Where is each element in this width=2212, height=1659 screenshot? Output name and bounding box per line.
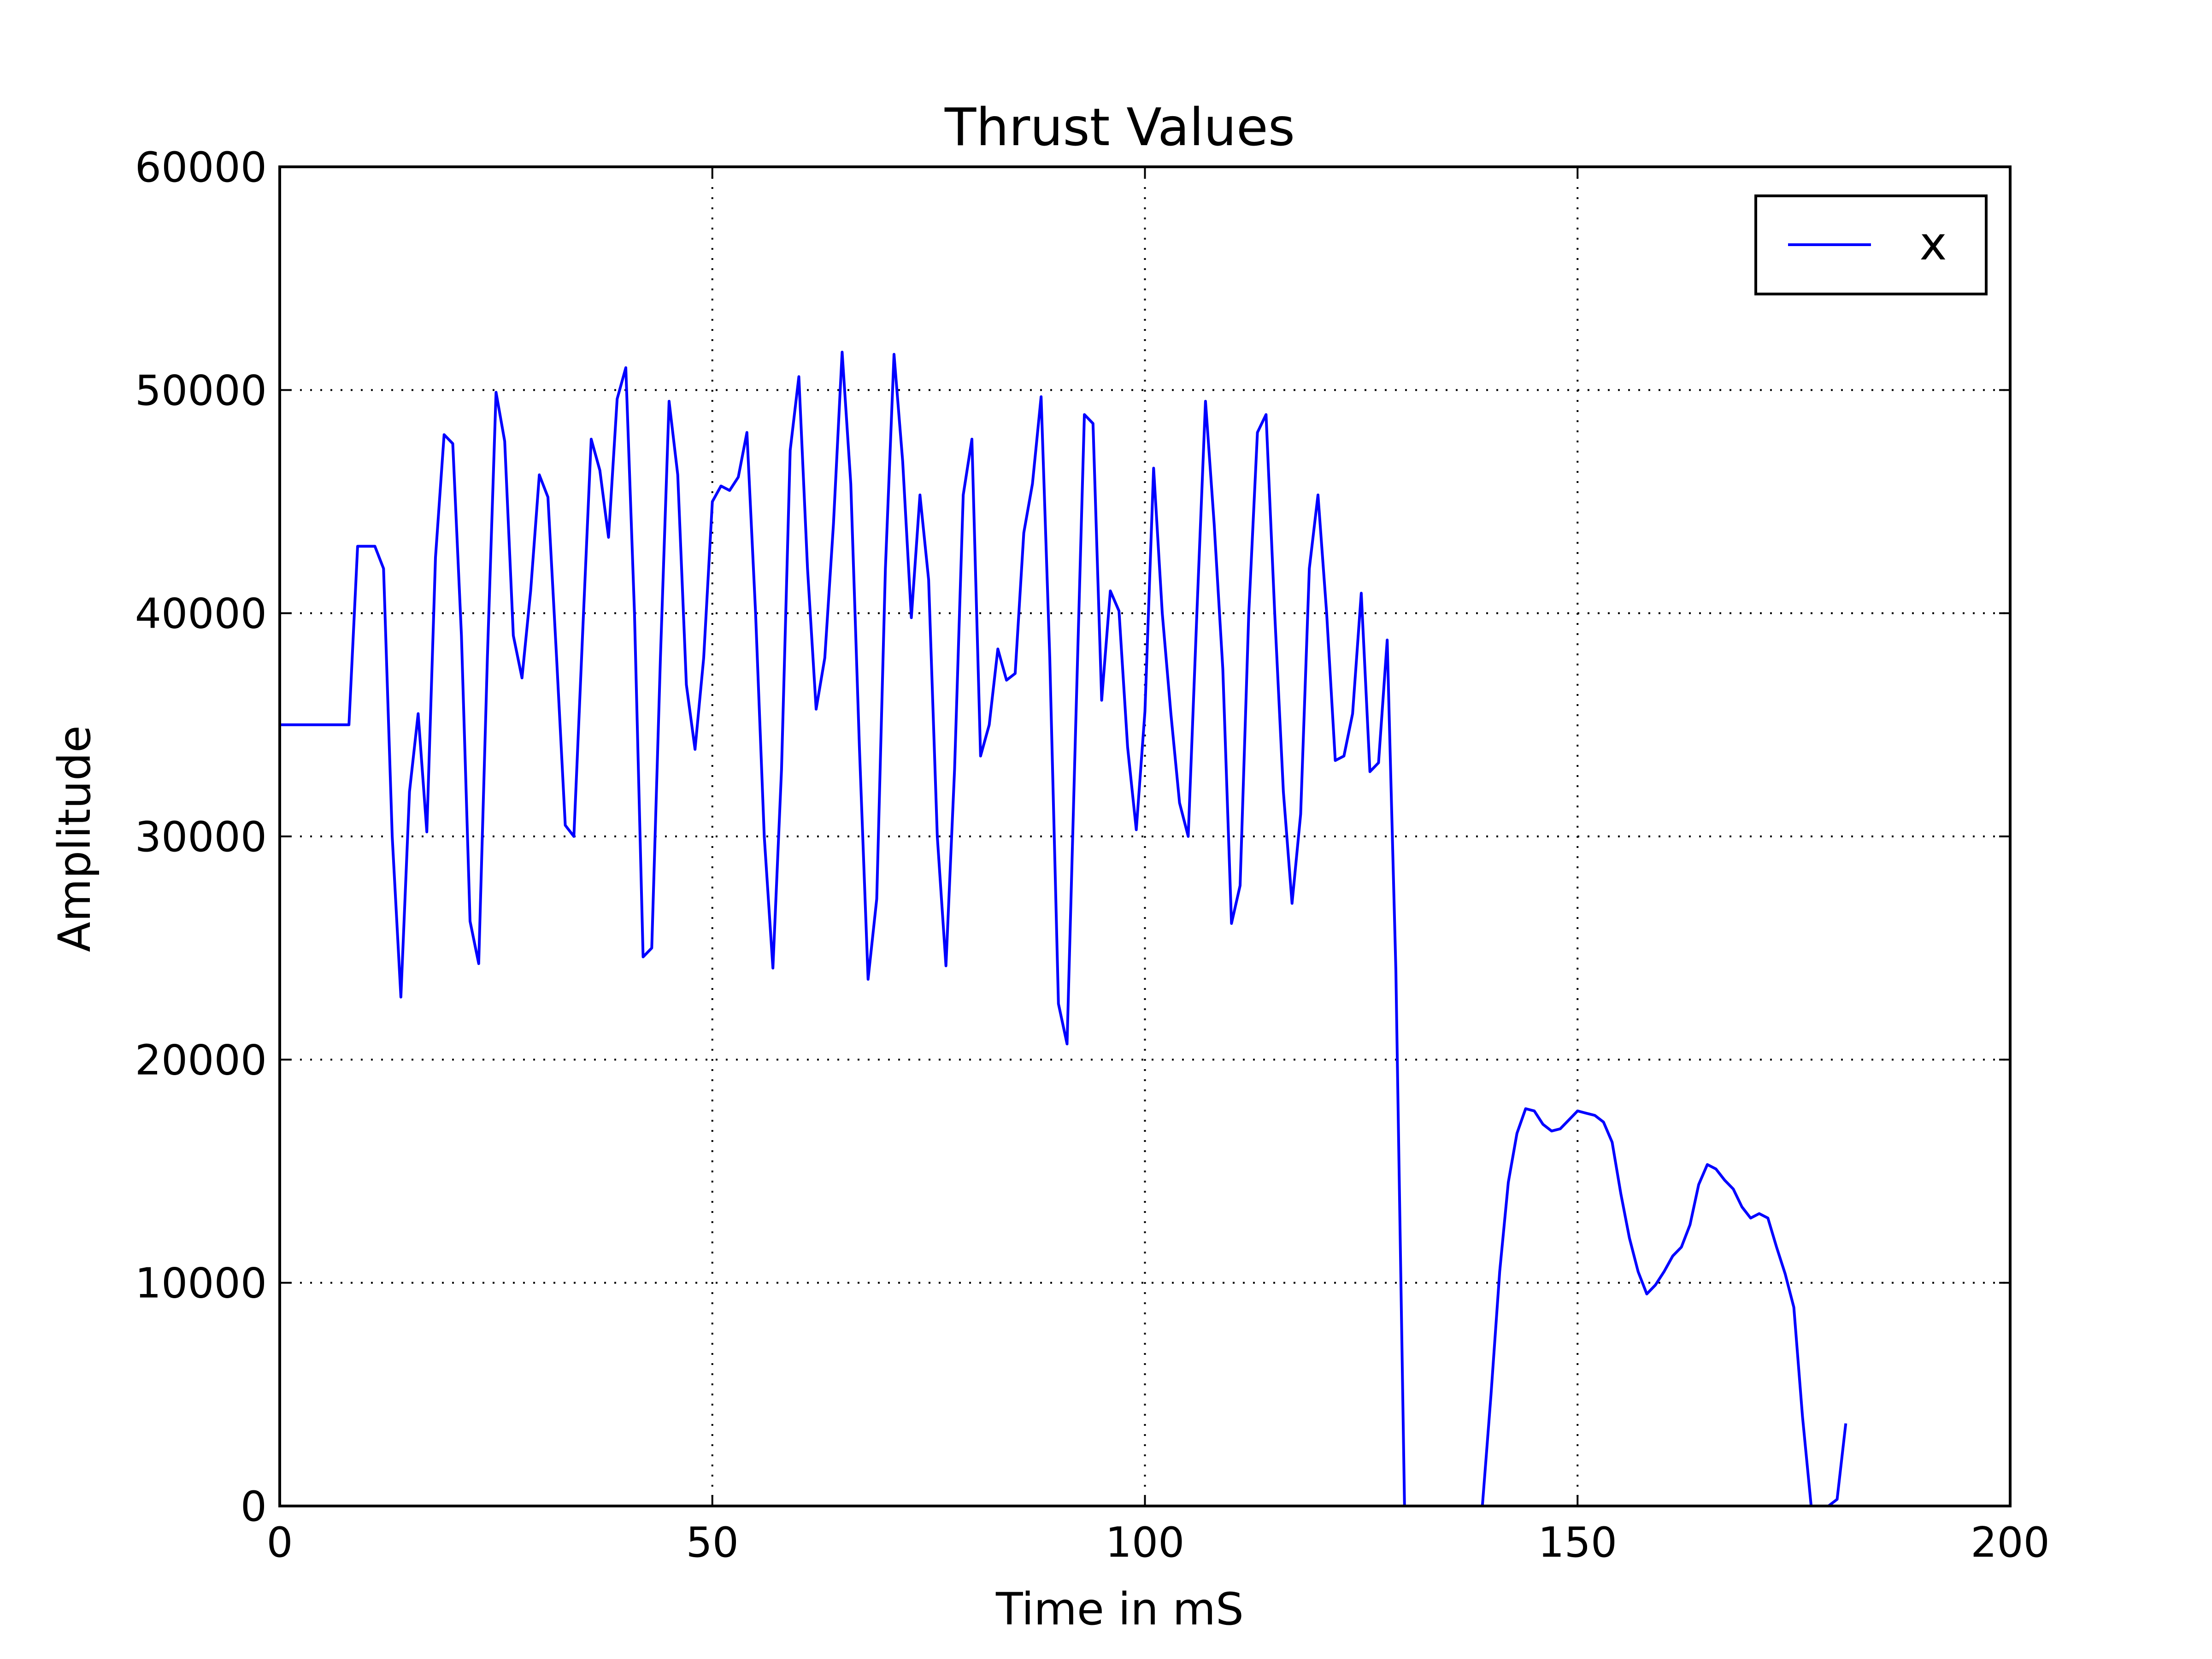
x-axis-label: Time in mS (995, 1583, 1244, 1635)
series-layer (280, 351, 1847, 1507)
y-tick-label: 10000 (135, 1259, 267, 1308)
x-tick-label: 0 (266, 1518, 293, 1567)
grid-lines (280, 167, 2010, 1506)
x-tick-label: 200 (1971, 1518, 2050, 1567)
y-tick-label: 0 (241, 1483, 267, 1531)
legend: x (1754, 194, 1988, 295)
x-tick-label: 50 (686, 1518, 739, 1567)
x-tick-label: 150 (1538, 1518, 1617, 1567)
series-line-x (280, 351, 1406, 1506)
y-tick-labels: 0 10000 20000 30000 40000 50000 60000 (135, 143, 267, 1531)
x-tick-label: 100 (1106, 1518, 1185, 1567)
legend-label: x (1919, 217, 1947, 271)
y-tick-label: 40000 (135, 590, 267, 638)
y-tick-label: 20000 (135, 1036, 267, 1084)
series-line-x (1481, 1107, 1847, 1507)
y-tick-label: 50000 (135, 366, 267, 415)
x-tick-labels: 0 50 100 150 200 (266, 1518, 2050, 1567)
chart-title: Thrust Values (944, 98, 1295, 158)
y-tick-label: 30000 (135, 813, 267, 861)
y-axis-label: Amplitude (49, 725, 100, 952)
y-tick-label: 60000 (135, 143, 267, 192)
axis-ticks (279, 166, 2011, 1507)
